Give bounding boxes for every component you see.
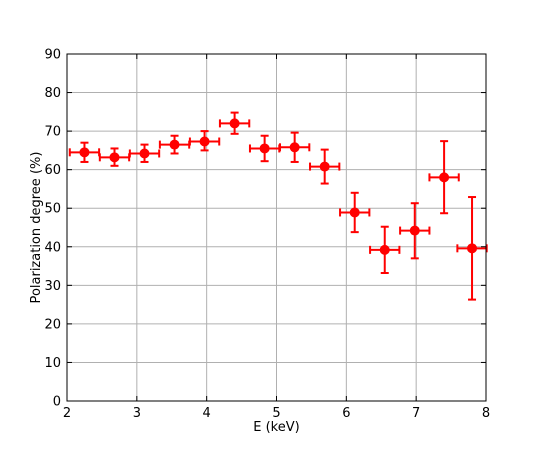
x-axis-ticks: 2 3 4 5 6 7 8 bbox=[63, 54, 490, 421]
data-marker bbox=[79, 147, 90, 158]
y-tick-label: 70 bbox=[44, 125, 61, 140]
data-point bbox=[369, 225, 401, 274]
x-tick-label: 7 bbox=[412, 406, 420, 421]
y-tick-label: 20 bbox=[44, 317, 61, 332]
y-tick-label: 10 bbox=[44, 356, 61, 371]
data-point bbox=[158, 134, 191, 155]
data-marker bbox=[439, 172, 450, 183]
data-marker bbox=[409, 225, 420, 236]
data-marker bbox=[319, 161, 330, 172]
y-tick-label: 50 bbox=[44, 202, 61, 217]
y-axis-label: Polarization degree (%) bbox=[29, 152, 44, 304]
y-tick-label: 80 bbox=[44, 86, 61, 101]
data-point bbox=[188, 130, 221, 152]
y-tick-label: 40 bbox=[44, 240, 61, 255]
y-tick-label: 30 bbox=[44, 279, 61, 294]
data-point bbox=[428, 140, 460, 215]
y-axis-ticks: 0 10 20 30 40 50 60 70 80 90 bbox=[44, 48, 486, 410]
data-point bbox=[248, 134, 281, 163]
x-tick-label: 8 bbox=[482, 406, 490, 421]
x-tick-label: 4 bbox=[203, 406, 211, 421]
data-point bbox=[128, 143, 161, 163]
x-axis-label: E (keV) bbox=[253, 420, 299, 435]
data-marker bbox=[289, 142, 300, 153]
data-series bbox=[68, 111, 488, 301]
data-point bbox=[68, 141, 101, 163]
x-tick-label: 2 bbox=[63, 406, 71, 421]
data-marker bbox=[259, 143, 270, 154]
x-tick-label: 3 bbox=[133, 406, 141, 421]
data-point bbox=[218, 111, 251, 135]
x-tick-label: 5 bbox=[272, 406, 280, 421]
data-point bbox=[456, 196, 488, 301]
data-point bbox=[309, 148, 341, 185]
data-marker bbox=[199, 136, 210, 147]
data-point bbox=[278, 131, 311, 163]
data-marker bbox=[169, 139, 180, 150]
data-point bbox=[399, 202, 431, 260]
data-marker bbox=[139, 148, 150, 159]
y-tick-label: 90 bbox=[44, 48, 61, 63]
y-tick-label: 60 bbox=[44, 163, 61, 178]
data-point bbox=[339, 191, 371, 234]
data-marker bbox=[349, 207, 360, 218]
data-marker bbox=[379, 244, 390, 255]
data-marker bbox=[109, 152, 120, 163]
data-marker bbox=[229, 118, 240, 129]
data-marker bbox=[467, 243, 478, 254]
x-tick-label: 6 bbox=[342, 406, 350, 421]
plot-frame bbox=[66, 53, 487, 402]
y-tick-label: 0 bbox=[53, 395, 61, 410]
